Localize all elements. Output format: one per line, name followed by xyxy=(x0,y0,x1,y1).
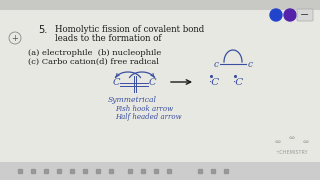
Text: ✿✿: ✿✿ xyxy=(302,140,309,144)
Text: ·C: ·C xyxy=(232,78,243,87)
Text: C: C xyxy=(148,78,156,87)
Text: (a) electrophile  (b) nucleophile: (a) electrophile (b) nucleophile xyxy=(28,49,161,57)
Text: +: + xyxy=(12,33,19,42)
Text: 5.: 5. xyxy=(38,25,47,35)
Text: leads to the formation of: leads to the formation of xyxy=(55,34,162,43)
Text: ·C: ·C xyxy=(208,78,219,87)
Text: c: c xyxy=(214,60,219,69)
Text: C: C xyxy=(112,78,120,87)
Circle shape xyxy=(270,9,282,21)
Text: ✿✿: ✿✿ xyxy=(275,140,282,144)
Text: −: − xyxy=(300,10,310,20)
Text: Homolytic fission of covalent bond: Homolytic fission of covalent bond xyxy=(55,25,204,34)
Text: ✿✿: ✿✿ xyxy=(289,136,295,140)
Circle shape xyxy=(284,9,296,21)
Text: Symmetrical: Symmetrical xyxy=(108,96,157,104)
Text: ☆CHEMISTRY: ☆CHEMISTRY xyxy=(276,150,308,154)
Text: Fish hook arrow: Fish hook arrow xyxy=(115,105,173,113)
Text: (c) Carbo cation(d) free radical: (c) Carbo cation(d) free radical xyxy=(28,58,159,66)
FancyBboxPatch shape xyxy=(0,162,320,180)
Text: c: c xyxy=(248,60,253,69)
FancyBboxPatch shape xyxy=(297,9,313,21)
Text: Half headed arrow: Half headed arrow xyxy=(115,113,182,121)
FancyBboxPatch shape xyxy=(0,0,320,10)
